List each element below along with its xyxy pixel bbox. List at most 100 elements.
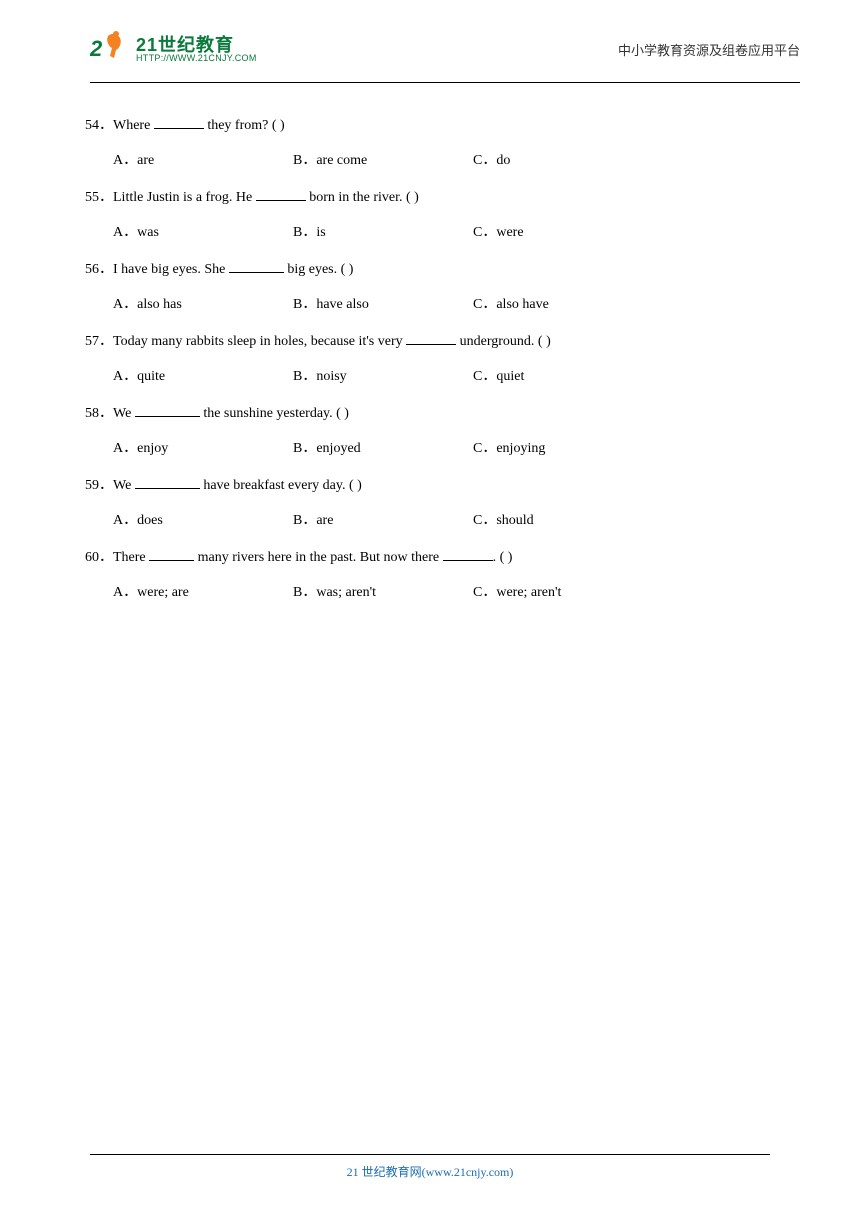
option[interactable]: C．enjoying [473, 438, 653, 459]
option-text: noisy [316, 366, 346, 387]
option[interactable]: B．is [293, 222, 473, 243]
question: 59．We have breakfast every day. ( ) A．doe… [85, 475, 775, 531]
logo-en: HTTP://WWW.21CNJY.COM [136, 54, 257, 63]
option-label: A． [113, 582, 137, 603]
option[interactable]: A．does [113, 510, 293, 531]
option-text: also has [137, 294, 182, 315]
option[interactable]: A．also has [113, 294, 293, 315]
option-text: quite [137, 366, 165, 387]
option-label: C． [473, 150, 496, 171]
option[interactable]: C．also have [473, 294, 653, 315]
option-text: do [496, 150, 510, 171]
options-row: A．doesB．areC．should [85, 510, 775, 531]
blank [135, 476, 200, 489]
option-label: C． [473, 582, 496, 603]
logo-text: 21世纪教育 HTTP://WWW.21CNJY.COM [136, 36, 257, 63]
option[interactable]: B．enjoyed [293, 438, 473, 459]
question: 57．Today many rabbits sleep in holes, be… [85, 331, 775, 387]
option-text: should [496, 510, 533, 531]
option[interactable]: A．enjoy [113, 438, 293, 459]
options-row: A．enjoyB．enjoyedC．enjoying [85, 438, 775, 459]
option-label: A． [113, 222, 137, 243]
question-text: 55．Little Justin is a frog. He born in t… [85, 187, 775, 208]
option-label: A． [113, 150, 137, 171]
header-right-text: 中小学教育资源及组卷应用平台 [618, 40, 800, 59]
option-text: was [137, 222, 159, 243]
options-row: A．areB．are comeC．do [85, 150, 775, 171]
option[interactable]: A．quite [113, 366, 293, 387]
option-text: enjoy [137, 438, 168, 459]
question-text: 54．Where they from? ( ) [85, 115, 775, 136]
question: 56．I have big eyes. She big eyes. ( )A．a… [85, 259, 775, 315]
content-area: 54．Where they from? ( )A．areB．are comeC．… [0, 83, 860, 603]
option-label: B． [293, 150, 316, 171]
question: 60．There many rivers here in the past. B… [85, 547, 775, 603]
option[interactable]: B．are [293, 510, 473, 531]
blank [229, 260, 284, 273]
question-number: 59． [85, 478, 113, 493]
option-label: B． [293, 510, 316, 531]
blank [443, 548, 493, 561]
options-row: A．wasB．isC．were [85, 222, 775, 243]
question-number: 55． [85, 190, 113, 205]
option-text: were [496, 222, 523, 243]
option-label: B． [293, 222, 316, 243]
question-number: 54． [85, 118, 113, 133]
option-text: enjoying [496, 438, 545, 459]
option[interactable]: B．have also [293, 294, 473, 315]
option-text: quiet [496, 366, 524, 387]
blank [406, 332, 456, 345]
option-label: A． [113, 366, 137, 387]
option-text: enjoyed [316, 438, 360, 459]
option-text: is [316, 222, 325, 243]
footer-rule [90, 1154, 770, 1155]
option-label: C． [473, 366, 496, 387]
question-number: 58． [85, 406, 113, 421]
blank [256, 188, 306, 201]
logo-cn: 21世纪教育 [136, 36, 257, 54]
option-text: were; aren't [496, 582, 561, 603]
option-text: are [316, 510, 333, 531]
option[interactable]: C．do [473, 150, 653, 171]
question: 58．We the sunshine yesterday. ( ) A．enjoy… [85, 403, 775, 459]
option[interactable]: A．were; are [113, 582, 293, 603]
option-label: C． [473, 294, 496, 315]
option-text: was; aren't [316, 582, 376, 603]
blank [149, 548, 194, 561]
question-text: 56．I have big eyes. She big eyes. ( ) [85, 259, 775, 280]
page-header: 2 21世纪教育 HTTP://WWW.21CNJY.COM 中小学教育资源及组… [0, 0, 860, 80]
question-number: 57． [85, 334, 113, 349]
question-text: 58．We the sunshine yesterday. ( ) [85, 403, 775, 424]
question-text: 59．We have breakfast every day. ( ) [85, 475, 775, 496]
option[interactable]: C．were [473, 222, 653, 243]
option[interactable]: C．should [473, 510, 653, 531]
option-label: B． [293, 366, 316, 387]
page-footer: 21 世纪教育网(www.21cnjy.com) [0, 1154, 860, 1180]
option-text: are [137, 150, 154, 171]
option-text: have also [316, 294, 368, 315]
options-row: A．quiteB．noisyC．quiet [85, 366, 775, 387]
option-label: B． [293, 438, 316, 459]
option-label: C． [473, 510, 496, 531]
option-label: A． [113, 294, 137, 315]
question-text: 60．There many rivers here in the past. B… [85, 547, 775, 568]
option[interactable]: C．were; aren't [473, 582, 653, 603]
option[interactable]: A．are [113, 150, 293, 171]
option-text: also have [496, 294, 548, 315]
option-text: are come [316, 150, 367, 171]
logo-icon: 2 [90, 28, 132, 70]
options-row: A．were; areB．was; aren'tC．were; aren't [85, 582, 775, 603]
option[interactable]: A．was [113, 222, 293, 243]
option[interactable]: C．quiet [473, 366, 653, 387]
option-label: B． [293, 294, 316, 315]
option[interactable]: B．was; aren't [293, 582, 473, 603]
option-label: B． [293, 582, 316, 603]
footer-text: 21 世纪教育网(www.21cnjy.com) [0, 1163, 860, 1180]
blank [154, 116, 204, 129]
option[interactable]: B．are come [293, 150, 473, 171]
question-number: 60． [85, 550, 113, 565]
logo: 2 21世纪教育 HTTP://WWW.21CNJY.COM [90, 28, 257, 70]
question-number: 56． [85, 262, 113, 277]
question: 54．Where they from? ( )A．areB．are comeC．… [85, 115, 775, 171]
option[interactable]: B．noisy [293, 366, 473, 387]
